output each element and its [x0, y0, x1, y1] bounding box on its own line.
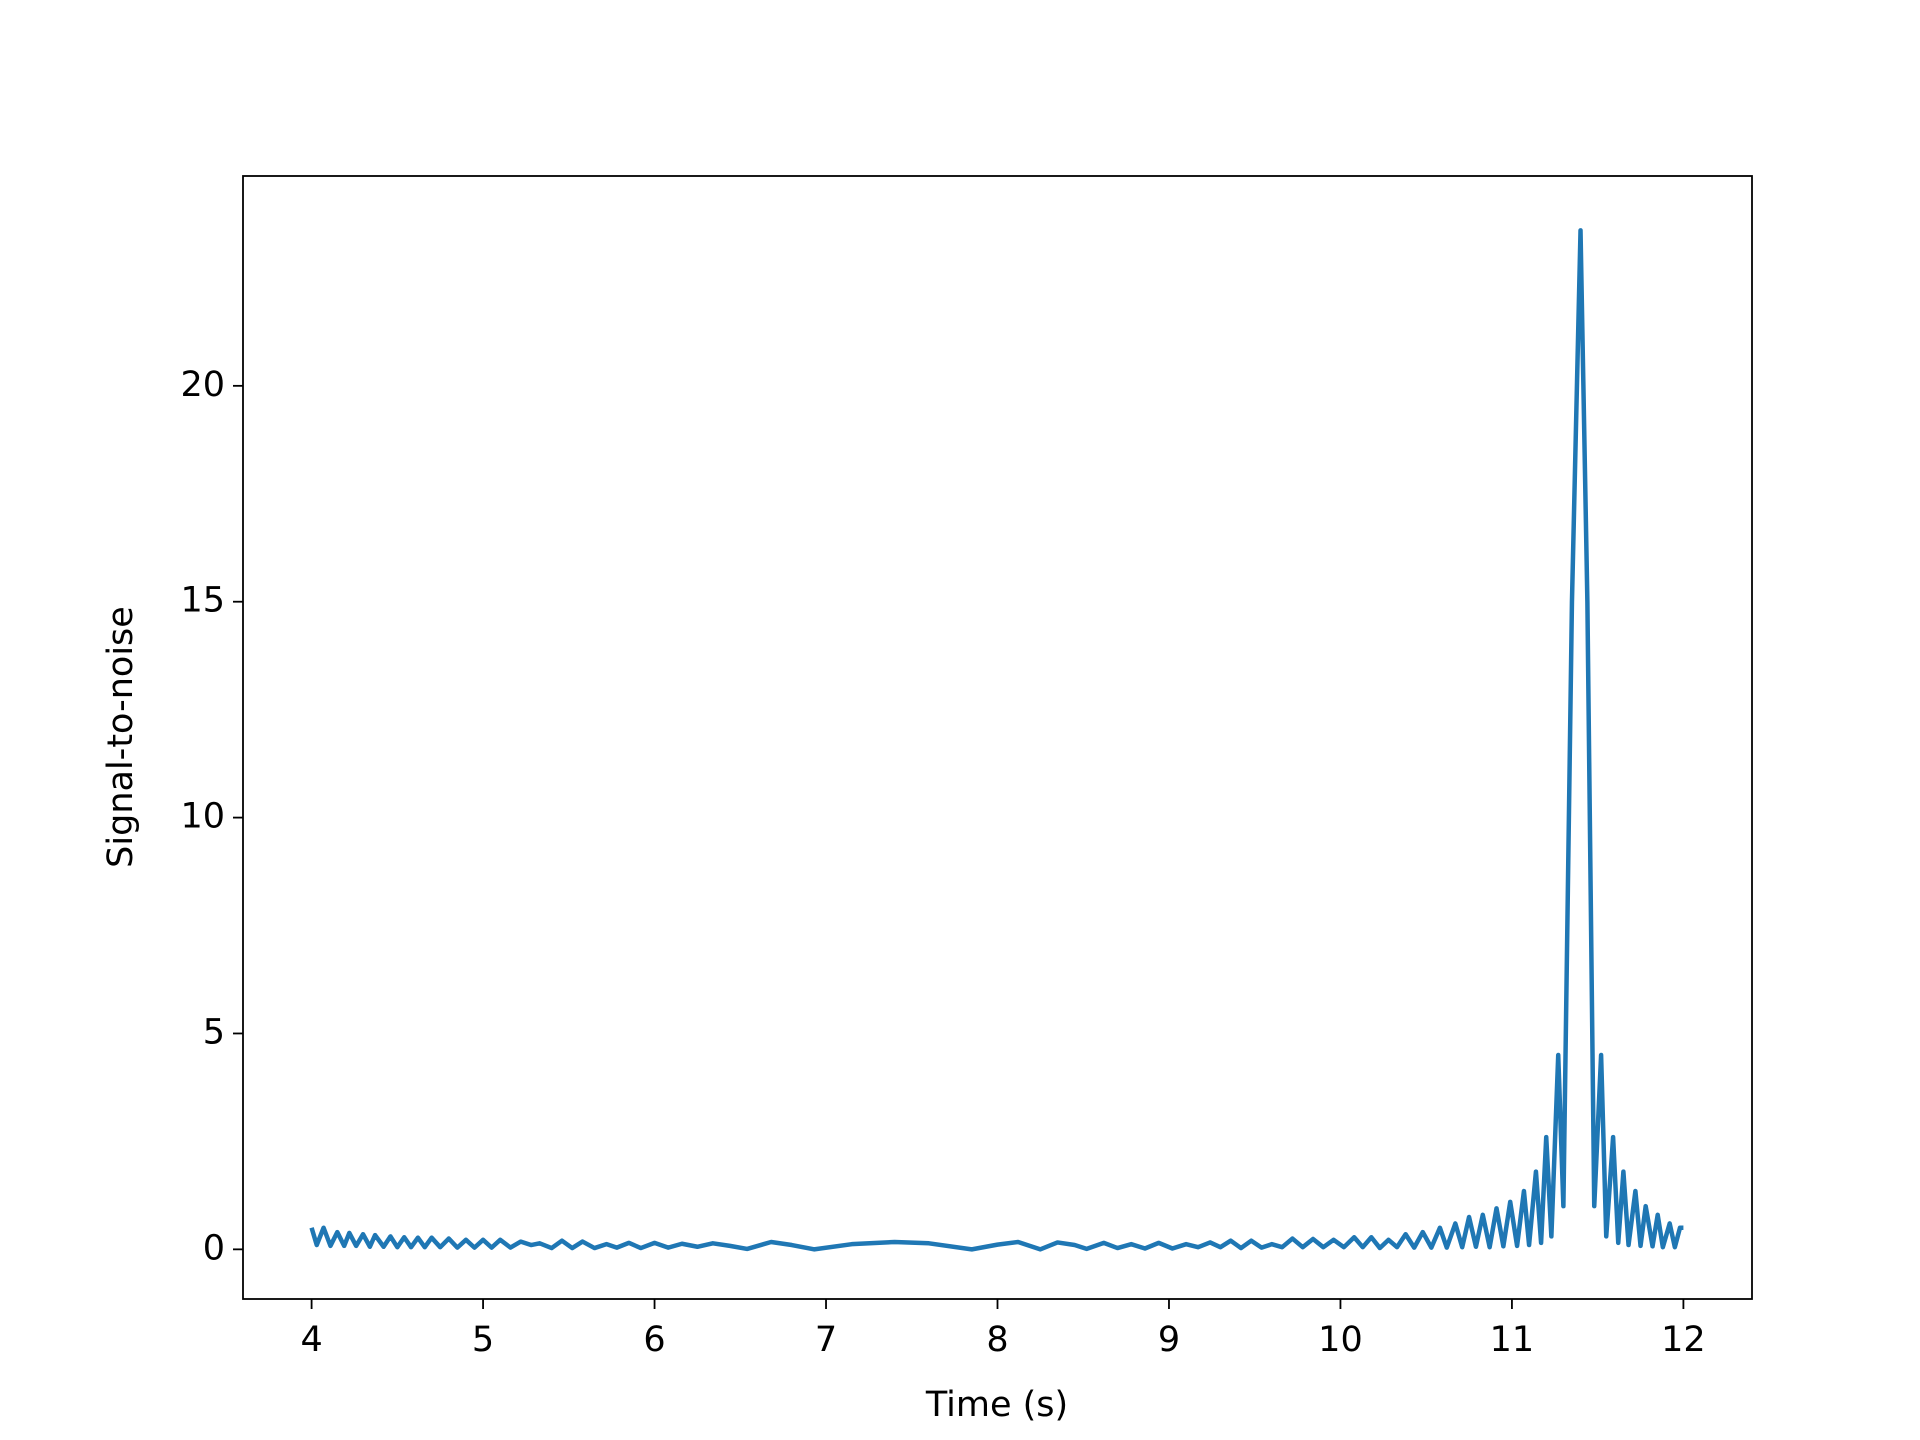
x-tick-label: 11: [1490, 1320, 1535, 1360]
x-tick-label: 7: [815, 1320, 837, 1360]
plot-frame: [242, 175, 1753, 1300]
x-tick-label: 9: [1158, 1320, 1180, 1360]
x-tick-label: 12: [1661, 1320, 1706, 1360]
x-axis-label: Time (s): [925, 1385, 1068, 1425]
y-tick-label: 0: [203, 1228, 225, 1268]
x-tick-label: 10: [1318, 1320, 1363, 1360]
x-tick-label: 8: [986, 1320, 1008, 1360]
y-tick-label: 10: [180, 797, 225, 837]
y-axis-label: Signal-to-noise: [101, 606, 141, 868]
x-tick-label: 6: [643, 1320, 665, 1360]
y-tick-label: 15: [180, 581, 225, 621]
y-tick-label: 5: [203, 1012, 225, 1052]
x-tick-label: 4: [300, 1320, 322, 1360]
x-tick-label: 5: [472, 1320, 494, 1360]
y-tick-label: 20: [180, 365, 225, 405]
data-line: [309, 228, 1684, 1252]
